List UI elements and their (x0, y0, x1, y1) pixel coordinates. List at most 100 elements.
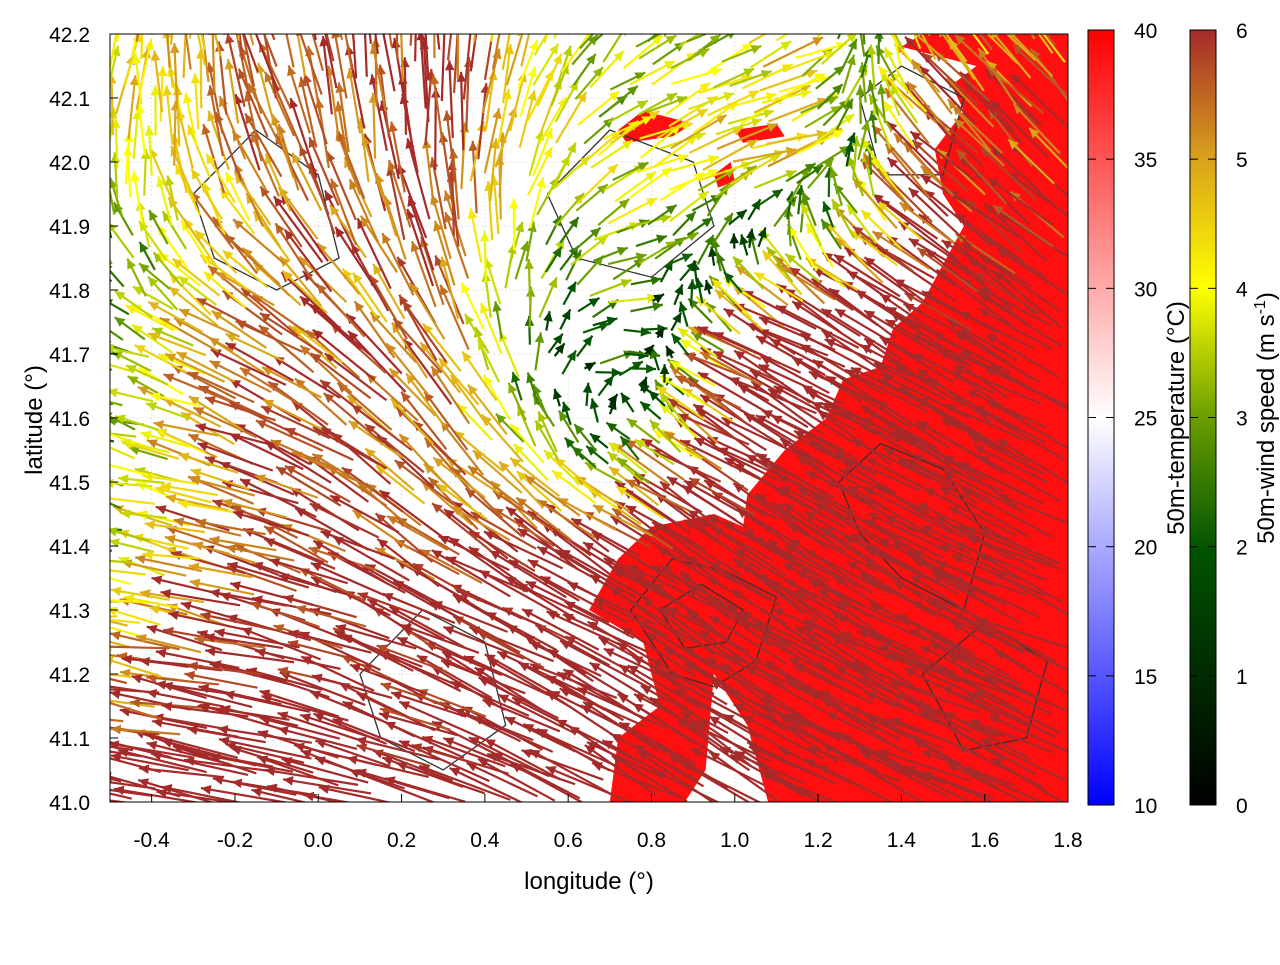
wind-vector-head (156, 680, 166, 689)
wind-vector (445, 60, 455, 138)
wind-vector-shaft (90, 495, 120, 509)
wind-vector-shaft (412, 241, 436, 307)
wind-vector-head (93, 696, 104, 705)
wind-vector-head (627, 419, 638, 429)
wind-vector-head (115, 317, 126, 327)
wind-vector (541, 239, 564, 279)
wind-vector (79, 323, 105, 333)
wind-vector (509, 560, 579, 601)
wind-vector-head (209, 589, 220, 598)
wind-vector-head (440, 20, 450, 30)
wind-vector-head (388, 122, 397, 133)
wind-vector (81, 568, 131, 584)
wind-vector (583, 383, 593, 406)
wind-vector (468, 385, 507, 435)
wind-vector (674, 284, 683, 304)
wind-vector-head (315, 756, 326, 765)
wind-vector-head (746, 229, 755, 239)
wind-vector-head (90, 494, 101, 503)
wind-vector-shaft (442, 20, 445, 101)
wind-vector-head (92, 695, 102, 704)
wind-vector (440, 20, 450, 101)
wind-vector-shaft (461, 72, 463, 151)
wind-vector-shaft (315, 758, 405, 789)
wind-vector-head (107, 222, 117, 233)
wind-vector (660, 173, 704, 201)
wind-vector-shaft (61, 586, 111, 588)
wind-vector-shaft (907, 82, 950, 135)
wind-vector (335, 227, 378, 293)
wind-vector-head (152, 718, 163, 727)
wind-vector (230, 434, 304, 470)
wind-vector (53, 711, 123, 721)
wind-vector (115, 415, 159, 430)
wind-vector-shaft (69, 632, 130, 647)
wind-vector-shaft (405, 57, 406, 134)
wind-vector (400, 94, 418, 173)
wind-vector (420, 342, 460, 392)
wind-vector-head (184, 671, 195, 680)
wind-vector-head (315, 739, 326, 748)
wind-vector-shaft (199, 386, 265, 417)
wind-vector-head (35, 745, 46, 754)
wind-vector-shaft (96, 646, 169, 648)
wind-vector-head (353, 273, 363, 284)
wind-vector-head (191, 468, 202, 477)
wind-vector (90, 494, 120, 508)
wind-vector (96, 642, 169, 652)
wind-vector-head (260, 24, 269, 35)
wind-vector (155, 429, 205, 452)
wind-vector (91, 228, 111, 264)
plot-area (31, 0, 1075, 811)
wind-vector (484, 375, 510, 419)
wind-vector-shaft (74, 459, 106, 462)
wind-vector (662, 232, 699, 249)
wind-vector-head (583, 383, 593, 393)
wind-vector (590, 279, 631, 296)
wind-vector-head (543, 311, 552, 322)
wind-vector-head (583, 336, 593, 347)
wind-vector (631, 302, 663, 311)
wind-vector-head (289, 98, 298, 109)
wind-vector-head (639, 384, 650, 394)
wind-vector-head (94, 621, 105, 630)
wind-vector-head (146, 402, 157, 411)
wind-vector-head (553, 334, 563, 345)
wind-vector-head (93, 319, 104, 329)
wind-vector-head (800, 89, 811, 98)
wind-vector (135, 345, 187, 372)
wind-vector (729, 233, 739, 248)
wind-vector (280, 671, 366, 705)
wind-vector (102, 299, 129, 315)
wind-vector (411, 241, 436, 307)
wind-vector (191, 192, 234, 249)
wind-vector-head (110, 152, 120, 162)
wind-vector-head (511, 372, 520, 383)
wind-vector-shaft (38, 760, 121, 781)
wind-vector-head (179, 453, 190, 462)
wind-vector (871, 157, 904, 199)
wind-vector (365, 564, 442, 605)
wind-vector (93, 696, 161, 719)
wind-vector-head (96, 642, 106, 652)
wind-vector (83, 393, 123, 405)
wind-vector-shaft (220, 96, 246, 159)
wind-vector (606, 423, 630, 440)
wind-vector (666, 254, 692, 266)
wind-vector (868, 111, 877, 143)
wind-vector-head (107, 388, 118, 397)
wind-vector-head (89, 735, 100, 744)
wind-vector-head (99, 494, 109, 504)
wind-vector-shaft (46, 706, 105, 709)
wind-vector-head (225, 33, 234, 44)
wind-vector (39, 770, 112, 781)
wind-vector-head (87, 433, 98, 442)
wind-vector-shaft (382, 233, 413, 295)
wind-vector (758, 227, 767, 246)
wind-vector-head (590, 398, 599, 409)
wind-vector-head (61, 581, 71, 591)
wind-vector-head (103, 656, 114, 665)
wind-vector (365, 424, 424, 472)
wind-vector-head (492, 108, 501, 119)
wind-vector (636, 235, 667, 246)
